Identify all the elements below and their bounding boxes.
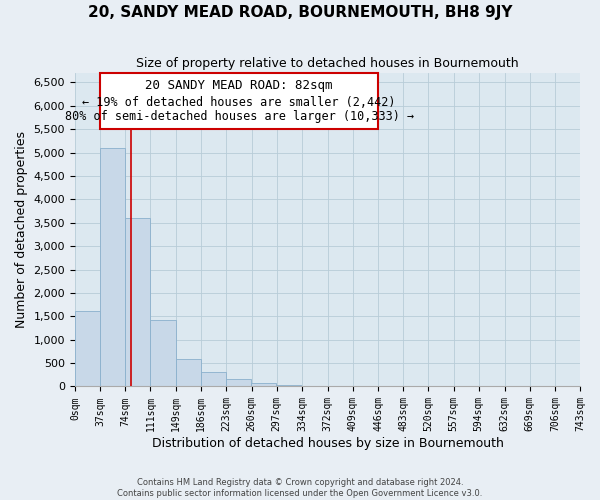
Bar: [151, 320, 176, 386]
Text: 20, SANDY MEAD ROAD, BOURNEMOUTH, BH8 9JY: 20, SANDY MEAD ROAD, BOURNEMOUTH, BH8 9J…: [88, 5, 512, 20]
Text: 80% of semi-detached houses are larger (10,333) →: 80% of semi-detached houses are larger (…: [65, 110, 413, 124]
Bar: [125, 218, 151, 386]
Text: ← 19% of detached houses are smaller (2,442): ← 19% of detached houses are smaller (2,…: [82, 96, 396, 108]
Bar: [100, 148, 125, 386]
Title: Size of property relative to detached houses in Bournemouth: Size of property relative to detached ho…: [136, 58, 519, 70]
Bar: [251, 382, 276, 386]
Bar: [226, 380, 251, 386]
Bar: [276, 385, 301, 386]
Bar: [176, 360, 200, 386]
X-axis label: Distribution of detached houses by size in Bournemouth: Distribution of detached houses by size …: [152, 437, 503, 450]
Text: Contains HM Land Registry data © Crown copyright and database right 2024.
Contai: Contains HM Land Registry data © Crown c…: [118, 478, 482, 498]
Bar: [200, 372, 226, 386]
FancyBboxPatch shape: [100, 73, 378, 129]
Text: 20 SANDY MEAD ROAD: 82sqm: 20 SANDY MEAD ROAD: 82sqm: [145, 79, 333, 92]
Bar: [75, 310, 100, 386]
Y-axis label: Number of detached properties: Number of detached properties: [15, 132, 28, 328]
